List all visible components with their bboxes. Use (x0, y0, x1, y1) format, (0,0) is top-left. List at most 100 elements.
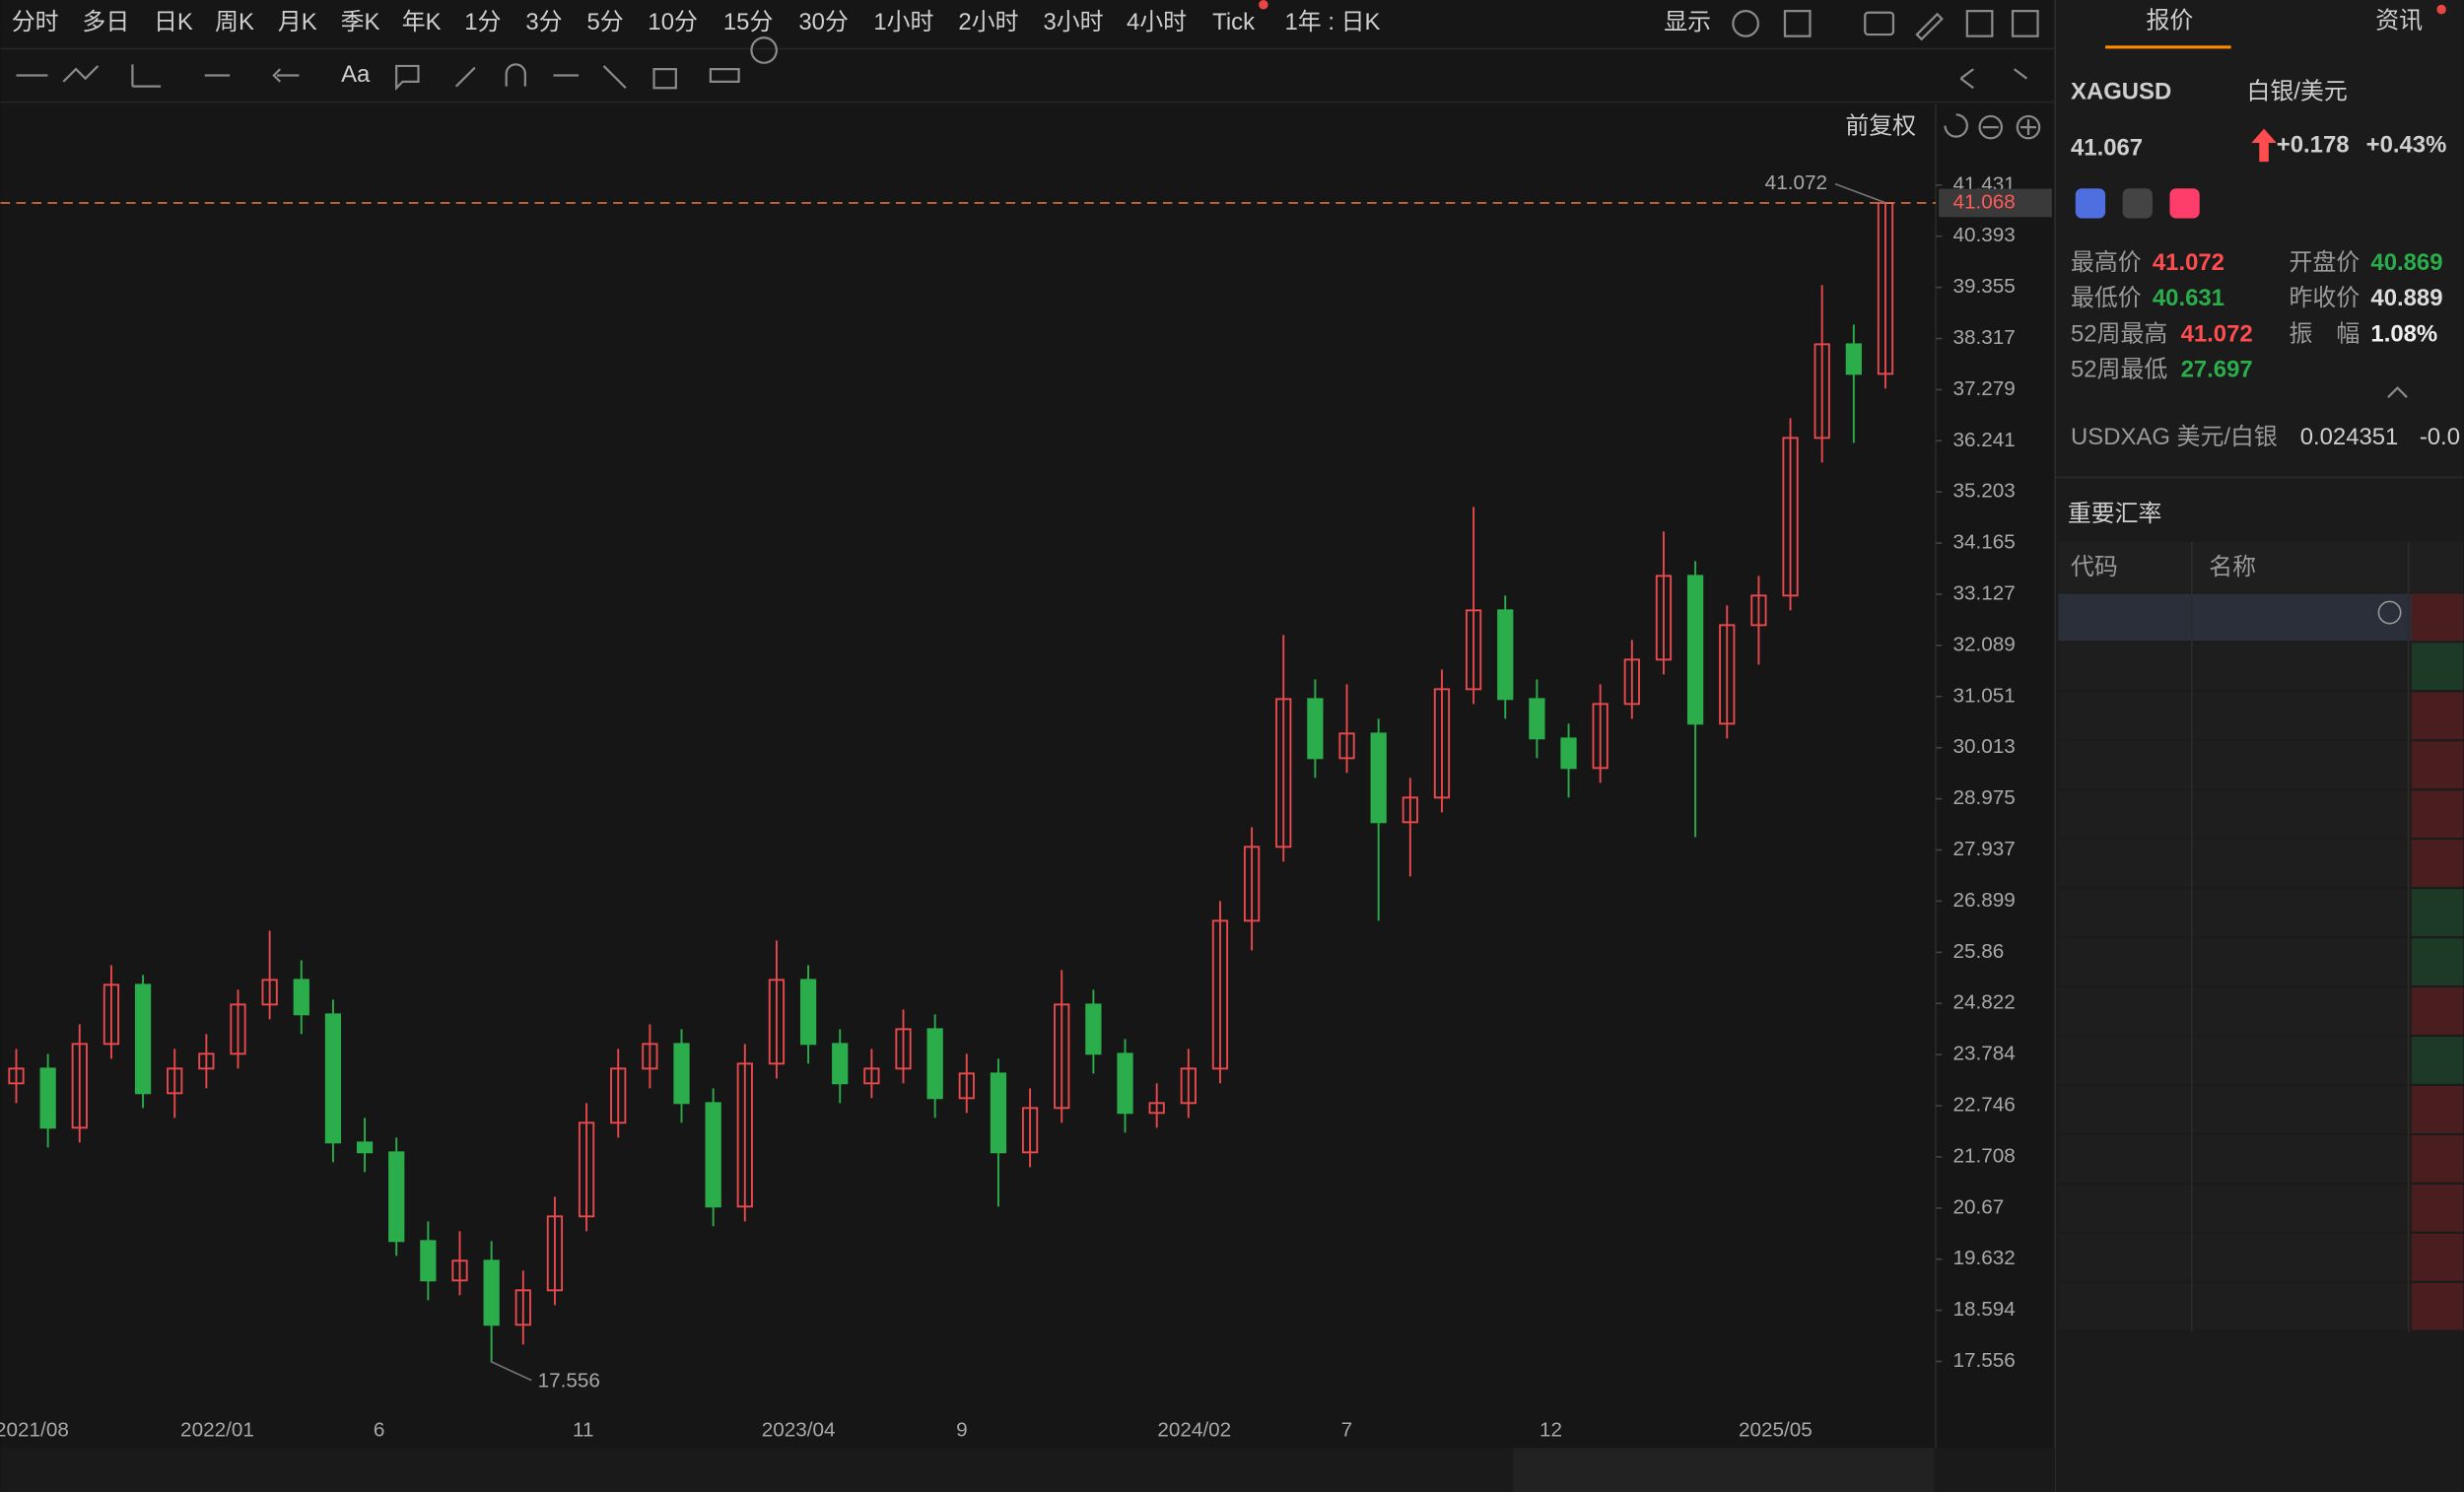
stat-value: 41.072 (2181, 320, 2253, 347)
globe-icon[interactable] (2075, 188, 2106, 219)
y-tick-label: 40.393 (1953, 224, 2016, 246)
x-tick-label: 6 (374, 1418, 385, 1441)
row-bg[interactable] (2058, 987, 2464, 1035)
x-tick-label: 2021/08 (0, 1418, 69, 1441)
candle-body (578, 1121, 595, 1218)
candle-body (1560, 737, 1577, 770)
display-menu[interactable]: 显示 (1664, 9, 1711, 35)
toolbar-icons[interactable] (16, 10, 2041, 140)
candle-body (324, 1013, 342, 1144)
period-tab[interactable]: 周K (215, 9, 254, 35)
candle-body (1148, 1102, 1165, 1115)
row-bg[interactable] (2058, 1233, 2464, 1281)
period-tab[interactable]: 多日 (82, 9, 129, 35)
period-tab[interactable]: 分时 (12, 9, 59, 35)
candle-body (863, 1067, 880, 1085)
stat-label: 振 幅 (2290, 320, 2361, 347)
row-bg[interactable] (2058, 1282, 2464, 1330)
row-bg[interactable] (2058, 790, 2464, 839)
row-bg[interactable] (2058, 692, 2464, 740)
row-bg[interactable] (2058, 1184, 2464, 1232)
period-tab[interactable]: 1年 : 日K (1285, 9, 1381, 35)
row-bg[interactable] (2058, 1134, 2464, 1183)
y-tick-label: 36.241 (1953, 429, 2016, 451)
stat-value: 27.697 (2181, 357, 2253, 383)
trend-cell (2411, 643, 2464, 691)
row-bg[interactable] (2058, 938, 2464, 985)
row-bg[interactable] (2058, 741, 2464, 789)
y-tick-label: 24.822 (1953, 991, 2016, 1014)
last-price-label: 41.068 (1953, 190, 2016, 213)
x-tick-label: 2023/04 (762, 1418, 836, 1441)
candle-body (1275, 698, 1292, 848)
period-tab[interactable]: 15分 (723, 9, 773, 35)
font-tool[interactable]: Aa (341, 61, 371, 88)
candle-body (926, 1028, 943, 1100)
stat-label: 52周最高 (2071, 320, 2167, 347)
y-tick-label: 34.165 (1953, 531, 2016, 554)
period-tab[interactable]: 日K (154, 9, 193, 35)
row-bg[interactable] (2058, 1086, 2464, 1133)
period-tab[interactable]: 10分 (648, 9, 697, 35)
candle-body (451, 1259, 468, 1282)
quote-panel: 报价 资讯 XAGUSD 白银/美元 41.067 +0.178 +0.43% … (2055, 8, 2464, 1332)
trend-cell (2411, 692, 2464, 740)
candle-body (167, 1067, 183, 1095)
row-bg[interactable] (2058, 593, 2464, 642)
range-window[interactable] (1513, 1448, 1935, 1492)
trend-cell (2411, 790, 2464, 839)
candle-body (832, 1043, 849, 1085)
period-tab[interactable]: Tick (1212, 9, 1255, 35)
low-leader (490, 1360, 532, 1382)
tab[interactable]: 资讯 (2375, 8, 2423, 34)
related-label: USDXAG 美元/白银 (2071, 424, 2278, 450)
row-bg[interactable] (2058, 840, 2464, 888)
row-bg[interactable] (2058, 889, 2464, 936)
collapse[interactable] (2387, 386, 2408, 398)
fav-icon[interactable] (2169, 188, 2200, 219)
period-tab[interactable]: 月K (278, 9, 317, 35)
candle-body (736, 1062, 753, 1208)
adjust-toggle[interactable]: 前复权 (1845, 112, 1916, 139)
tab[interactable]: 报价 (2147, 8, 2194, 34)
period-tab[interactable]: 2小时 (958, 9, 1018, 35)
candle-body (198, 1052, 215, 1070)
trend-cell (2411, 1184, 2464, 1232)
candle-body (1021, 1107, 1039, 1154)
y-tick-label: 39.355 (1953, 275, 2016, 298)
note-icon[interactable] (2122, 188, 2153, 219)
period-tab[interactable]: 年K (402, 9, 442, 35)
period-tab[interactable]: 1小时 (873, 9, 933, 35)
candle-body (1243, 846, 1261, 922)
row-bg[interactable] (2058, 643, 2464, 691)
high-leader (1834, 182, 1886, 204)
period-tab[interactable]: 30分 (798, 9, 848, 35)
candle-body (230, 1003, 246, 1055)
period-tab[interactable]: 3分 (525, 9, 562, 35)
last-price-box (1939, 188, 2052, 218)
y-tick-label: 18.594 (1953, 1298, 2016, 1321)
high-label: 41.072 (1765, 171, 1827, 194)
y-tick-label: 27.937 (1953, 838, 2016, 860)
period-tab[interactable]: 季K (341, 9, 380, 35)
candle-body (895, 1028, 912, 1070)
change-pct: +0.43% (2366, 132, 2447, 159)
candle-body (1465, 609, 1482, 691)
candle-body (768, 979, 786, 1065)
stat-value: 40.869 (2370, 249, 2442, 276)
y-tick-label: 23.784 (1953, 1043, 2016, 1065)
candle-body (293, 979, 309, 1016)
period-tab[interactable]: 4小时 (1127, 9, 1187, 35)
period-tab[interactable]: 5分 (587, 9, 624, 35)
candle-body (1338, 732, 1355, 760)
candle-body (705, 1102, 721, 1208)
candle-body (1623, 658, 1640, 706)
x-tick-label: 7 (1341, 1418, 1353, 1441)
y-tick-label: 30.013 (1953, 735, 2016, 758)
row-marker (2377, 600, 2402, 625)
row-bg[interactable] (2058, 1037, 2464, 1084)
period-tab[interactable]: 3小时 (1043, 9, 1103, 35)
period-tab[interactable]: 1分 (464, 9, 501, 35)
candle-body (1054, 1003, 1070, 1110)
trend-cell (2411, 840, 2464, 888)
